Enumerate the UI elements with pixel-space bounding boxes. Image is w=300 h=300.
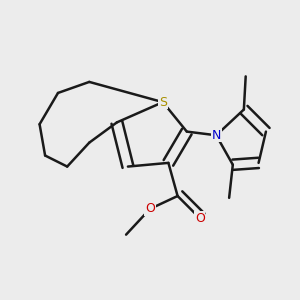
Text: O: O (195, 212, 205, 225)
Text: N: N (212, 129, 221, 142)
Text: O: O (145, 202, 155, 215)
Text: S: S (159, 96, 167, 109)
